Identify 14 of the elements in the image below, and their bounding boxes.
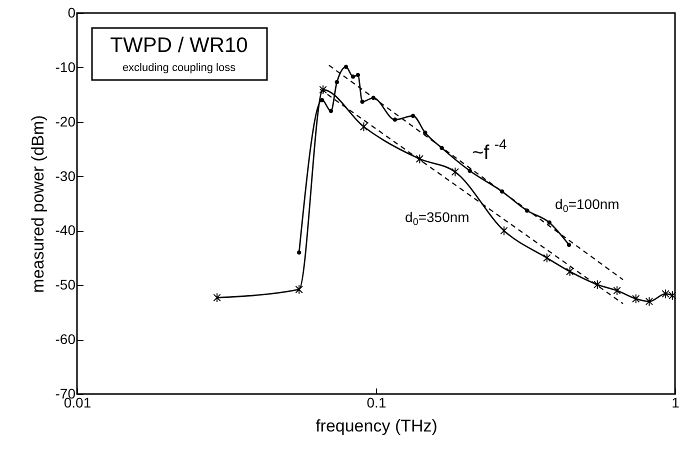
y-tick-label: -40 — [55, 222, 76, 238]
x-axis-title: frequency (THz) — [316, 416, 438, 436]
y-tick-label: -30 — [55, 168, 76, 184]
y-tick-label: -50 — [55, 276, 76, 293]
x-tick-label: 0.1 — [366, 394, 386, 410]
y-tick-label: -60 — [55, 331, 76, 348]
y-tick-label: 0 — [68, 4, 76, 20]
annotation: ~f-4 — [472, 136, 508, 164]
y-tick-label: -20 — [55, 113, 76, 130]
x-tick-label: 1 — [672, 394, 679, 410]
annotation: TWPD / WR10 — [110, 34, 248, 57]
y-tick-label: -10 — [55, 58, 76, 75]
annotation: excluding coupling loss — [122, 62, 236, 74]
y-axis-title: measured power (dBm) — [28, 115, 48, 293]
